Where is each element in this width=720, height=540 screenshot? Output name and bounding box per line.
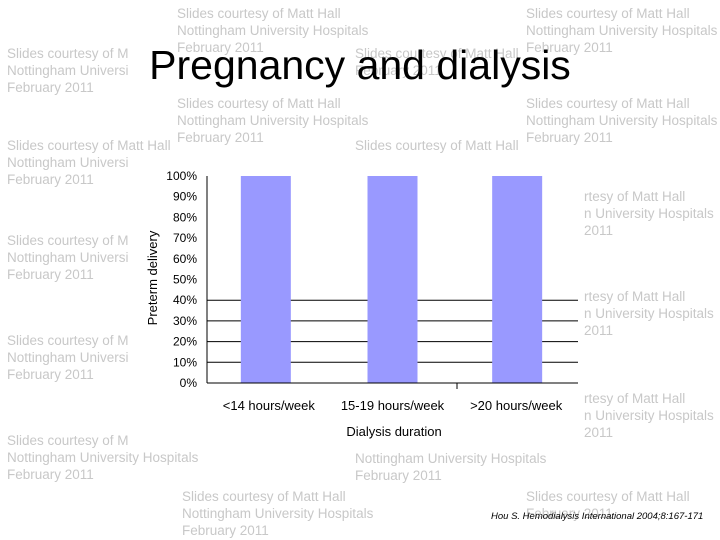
y-tick-label: 80% (173, 210, 197, 224)
watermark-line: Nottingham University Hospitals (526, 113, 718, 128)
watermark-line: February 2011 (526, 40, 613, 55)
watermark-line: February 2011 (7, 367, 94, 382)
watermark-line: Nottingham University Hospitals (7, 450, 199, 465)
watermark-line: Nottingham University Hospitals (355, 451, 547, 466)
x-tick-label: <14 hours/week (223, 398, 316, 413)
bar (240, 176, 291, 383)
y-tick-label: 60% (173, 252, 197, 266)
watermark-line: Slides courtesy of Matt Hall (177, 96, 341, 111)
y-tick-label: 30% (173, 314, 197, 328)
watermark-line: Nottingham University Hospitals (177, 113, 369, 128)
watermark-line: February 2011 (7, 172, 94, 187)
watermark-line: rtesy of Matt Hall (584, 189, 686, 204)
y-tick-labels: 0% 10% 20% 30% 40% 50% 60% 70% 80% 90% 100% (166, 169, 197, 390)
watermark-line: February 2011 (7, 467, 94, 482)
watermark-line: February 2011 (526, 506, 613, 521)
watermark-line: Slides courtesy of Matt Hall (177, 6, 341, 21)
watermark-text: Slides courtesy of Matt Hall Nottingham U… (182, 488, 373, 539)
y-tick-label: 40% (173, 293, 197, 307)
watermark-line: n University Hospitals (584, 206, 714, 221)
watermark-line: rtesy of Matt Hall (584, 391, 686, 406)
watermark-line: Slides courtesy of Matt Hall (355, 138, 519, 153)
watermark-line: February 2011 (355, 468, 442, 483)
watermark-line: 2011 (584, 425, 614, 440)
bar (492, 176, 543, 383)
watermark-line: Slides courtesy of Matt Hall (355, 46, 519, 61)
y-tick-label: 90% (173, 190, 197, 204)
watermark-text: Slides courtesy of M Nottingham Universi F… (7, 232, 129, 283)
x-tick-label: >20 hours/week (470, 398, 563, 413)
watermark-line: Slides courtesy of Matt Hall (7, 138, 171, 153)
watermark-text: Slides courtesy of Matt Hall (355, 137, 519, 154)
watermark-text: Slides courtesy of Matt Hall Nottingham U… (526, 95, 717, 146)
citation: Hou S. Hemodialysis International 2004;8… (491, 511, 704, 522)
watermark-text: Nottingham University Hospitals February … (355, 450, 546, 484)
watermark-text: Slides courtesy of Matt Hall Nottingham U… (177, 5, 368, 56)
watermark-text: Slides courtesy of M Nottingham Universi F… (7, 332, 129, 383)
y-tick-label: 100% (166, 169, 197, 183)
watermark-text: Slides courtesy of Matt Hall Nottingham U… (177, 95, 368, 146)
y-tick-label: 50% (173, 273, 197, 287)
y-tick-label: 0% (180, 376, 198, 390)
y-tick-label: 70% (173, 231, 197, 245)
watermark-line: Slides courtesy of M (7, 333, 129, 348)
watermark-line: Nottingham University Hospitals (177, 23, 369, 38)
watermark-line: n University Hospitals (584, 306, 714, 321)
watermark-line: Nottingham Universi (7, 250, 129, 265)
watermark-text: Slides courtesy of Matt Hall Nottingham U… (7, 137, 171, 188)
watermark-line: Slides courtesy of M (7, 433, 129, 448)
watermark-text: Slides courtesy of Matt Hall February 201… (526, 488, 690, 522)
watermark-line: Slides courtesy of Matt Hall (526, 489, 690, 504)
watermark-text: Slides courtesy of Matt Hall Nottingham U… (526, 5, 717, 56)
watermark-line: February 2011 (526, 130, 613, 145)
watermark-line: Nottingham University Hospitals (182, 506, 374, 521)
watermark-line: February 2011 (182, 523, 269, 538)
x-tick-label: 15-19 hours/week (341, 398, 445, 413)
watermark-line: February 2011 (177, 130, 264, 145)
watermark-text: rtesy of Matt Hall n University Hospitals… (584, 288, 714, 339)
y-tick-label: 20% (173, 335, 197, 349)
bar (367, 176, 418, 383)
watermark-line: Slides courtesy of M (7, 233, 129, 248)
y-tick-label: 10% (173, 355, 197, 369)
watermark-line: February 2011 (355, 63, 442, 78)
watermark-text: rtesy of Matt Hall n University Hospitals… (584, 390, 714, 441)
watermark-line: Slides courtesy of Matt Hall (182, 489, 346, 504)
watermark-line: Slides courtesy of M (7, 46, 129, 61)
watermark-line: Slides courtesy of Matt Hall (526, 6, 690, 21)
watermark-text: Slides courtesy of Matt Hall February 201… (355, 45, 519, 79)
watermark-line: February 2011 (7, 80, 94, 95)
watermark-line: rtesy of Matt Hall (584, 289, 686, 304)
watermark-line: 2011 (584, 223, 614, 238)
x-axis-label: Dialysis duration (346, 424, 441, 439)
watermark-line: Nottingham University Hospitals (526, 23, 718, 38)
watermark-line: February 2011 (7, 267, 94, 282)
y-axis-label: Preterm delivery (145, 230, 160, 325)
slide-title: Pregnancy and dialysis (149, 42, 571, 88)
watermark-line: Nottingham Universi (7, 63, 129, 78)
watermark-line: 2011 (584, 323, 614, 338)
watermark-text: rtesy of Matt Hall n University Hospitals… (584, 188, 714, 239)
watermark-text: Slides courtesy of M Nottingham Universit… (7, 432, 198, 483)
watermark-line: Nottingham Universi (7, 350, 129, 365)
bars (240, 176, 543, 383)
x-tick-labels: <14 hours/week 15-19 hours/week >20 hours/… (223, 398, 563, 413)
watermark-line: Slides courtesy of Matt Hall (526, 96, 690, 111)
watermark-line: Nottingham Universi (7, 155, 129, 170)
watermark-line: n University Hospitals (584, 408, 714, 423)
watermark-text: Slides courtesy of M Nottingham Universi F… (7, 45, 129, 96)
watermark-line: February 2011 (177, 40, 264, 55)
